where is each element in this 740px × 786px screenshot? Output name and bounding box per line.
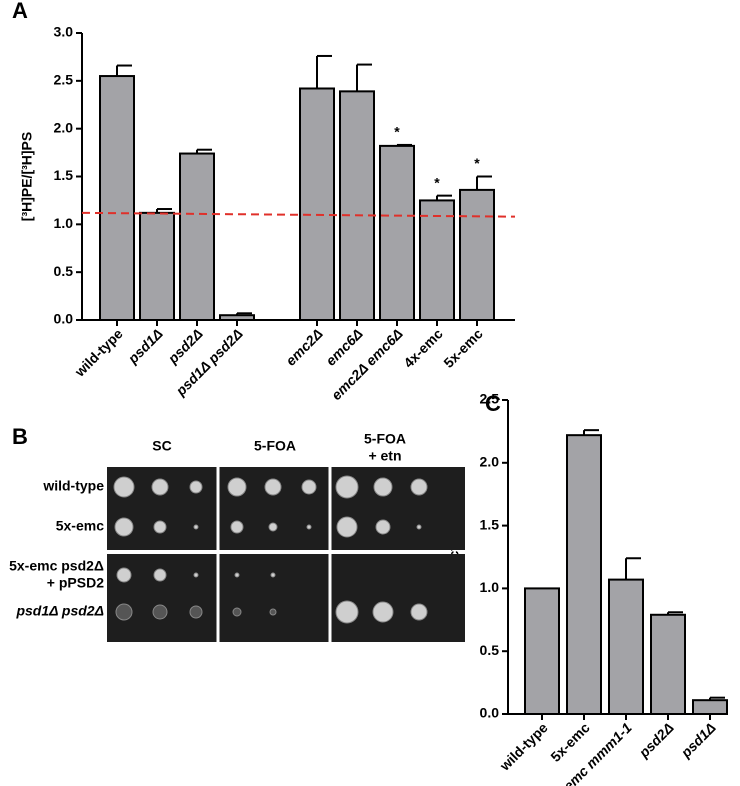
x-tick-label: wild-type [71,325,126,380]
yeast-spot [115,603,133,621]
row-label: wild-type [42,478,104,494]
yeast-spot [335,600,359,624]
error-bar [316,54,332,89]
yeast-spot [193,572,199,578]
row-label: + pPSD2 [47,575,104,591]
row-label: 5x-emc [56,518,104,534]
significance-mark: * [394,124,400,140]
x-tick-label: emc2Δ emc6Δ [328,325,406,403]
y-tick-label: 2.5 [54,72,74,88]
yeast-spot [373,477,393,497]
error-bar [476,175,492,190]
panel-label: C [485,391,501,416]
y-tick-label: 0.5 [480,642,500,658]
yeast-spot [113,476,135,498]
yeast-spot [114,517,134,537]
yeast-spot [375,519,391,535]
x-tick-label: 5x-emc [440,325,486,371]
yeast-spot [269,608,277,616]
bar [219,314,255,322]
yeast-spot [416,524,422,530]
yeast-spot [335,475,359,499]
significance-mark: * [474,155,480,171]
yeast-spot [189,605,203,619]
yeast-spot [193,524,199,530]
bar [299,87,335,321]
y-axis-label: [³H]PE/[³H]PS [19,132,35,221]
y-tick-label: 3.0 [54,24,74,40]
panel-label: B [12,424,28,449]
yeast-spot [410,478,428,496]
yeast-spot [264,478,282,496]
y-tick-label: 1.5 [480,516,500,532]
x-tick-label: emc2Δ [282,325,325,368]
yeast-spot [268,522,278,532]
error-bar [116,64,132,77]
panel-label: A [12,0,28,23]
bar [339,90,375,321]
x-tick-label: wild-type [496,719,551,774]
x-tick-label: psd2Δ [635,719,677,761]
bar [139,211,175,321]
error-bar [356,63,372,92]
yeast-spot [152,604,168,620]
y-tick-label: 2.0 [480,454,500,470]
bar [524,587,560,716]
bar [179,152,215,321]
yeast-spot [306,524,312,530]
yeast-spot [336,516,358,538]
significance-mark: * [434,174,440,190]
bar [379,144,415,321]
x-tick-label: psd1Δ [677,719,719,761]
yeast-spot [189,480,203,494]
yeast-spot [234,572,240,578]
y-tick-label: 0.5 [54,263,74,279]
plate-photo [107,554,465,642]
y-tick-label: 1.0 [54,215,74,231]
bar [459,188,495,321]
column-header: 5-FOA [364,431,406,447]
bar [419,199,455,322]
x-tick-label: 4x-emc [400,325,446,371]
error-bar [625,557,641,580]
y-tick-label: 0.0 [54,311,74,327]
column-header: + etn [368,448,401,464]
yeast-spot [227,477,247,497]
y-tick-label: 2.5 [480,391,500,407]
row-label: 5x-emc psd2Δ [9,558,104,574]
y-tick-label: 0.0 [480,705,500,721]
y-tick-label: 1.0 [480,579,500,595]
reference-line [81,211,516,218]
bar [608,578,644,715]
bar [99,75,135,321]
bar [650,613,686,715]
yeast-spot [230,520,244,534]
column-header: SC [152,438,171,454]
x-tick-label: psd1Δ [124,325,166,367]
yeast-spot [301,479,317,495]
row-label: psd1Δ psd2Δ [15,603,104,619]
yeast-spot [151,478,169,496]
y-tick-label: 2.0 [54,119,74,135]
yeast-spot [372,601,394,623]
yeast-spot [153,568,167,582]
yeast-spot [270,572,276,578]
yeast-spot [232,607,242,617]
yeast-spot [116,567,132,583]
bar [566,434,602,715]
yeast-spot [410,603,428,621]
column-header: 5-FOA [254,438,296,454]
yeast-spot [153,520,167,534]
bar [692,699,728,716]
y-tick-label: 1.5 [54,167,74,183]
plate-photo [107,467,465,550]
